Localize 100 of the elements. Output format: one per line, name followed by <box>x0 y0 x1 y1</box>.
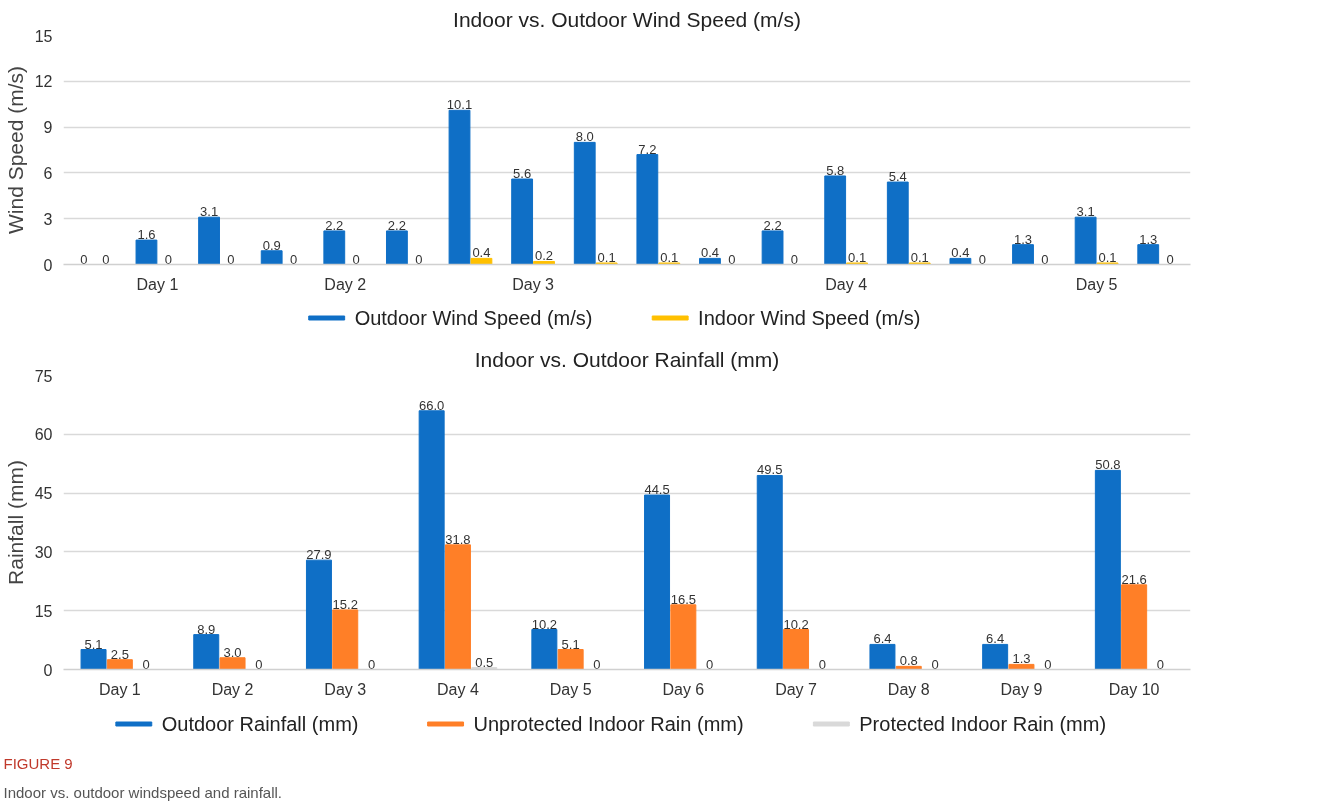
y-tick-label: 15 <box>34 602 53 620</box>
x-tick-label: Day 9 <box>1000 680 1043 698</box>
data-label: 6.4 <box>986 631 1005 647</box>
data-label: 8.0 <box>575 129 594 145</box>
data-label: 8.9 <box>197 621 216 637</box>
x-tick-label: Day 4 <box>825 275 868 293</box>
data-label: 5.8 <box>826 162 845 178</box>
data-label: 0 <box>289 251 298 267</box>
data-label: 31.8 <box>445 531 471 547</box>
legend-label: Indoor Wind Speed (m/s) <box>698 307 921 329</box>
data-label: 0 <box>728 251 736 267</box>
data-label: 0 <box>978 251 986 267</box>
x-tick-label: Day 5 <box>549 680 592 698</box>
data-label: 0 <box>102 251 110 267</box>
data-label: 0.1 <box>660 249 679 265</box>
data-label: 0 <box>255 656 263 672</box>
data-label: 0.4 <box>700 245 719 261</box>
x-tick-label: Day 1 <box>136 275 179 293</box>
data-label: 5.6 <box>513 166 532 182</box>
data-label: 2.2 <box>387 217 406 233</box>
data-label: 0.4 <box>951 245 970 261</box>
data-label: 0 <box>352 251 360 267</box>
x-tick-label: Day 1 <box>98 680 141 698</box>
y-axis-title: Rainfall (mm) <box>3 460 27 585</box>
data-label: 0 <box>164 251 172 267</box>
data-label: 0 <box>1041 251 1049 267</box>
data-label: 66.0 <box>419 397 445 413</box>
data-label: 2.2 <box>763 217 782 233</box>
data-label: 50.8 <box>1095 457 1121 473</box>
data-label: 0.4 <box>472 245 491 261</box>
legend-label: Outdoor Rainfall (mm) <box>161 713 359 735</box>
y-tick-label: 75 <box>34 367 53 385</box>
x-tick-label: Day 6 <box>662 680 705 698</box>
y-tick-label: 30 <box>34 543 53 561</box>
data-label: 0.1 <box>597 249 616 265</box>
x-tick-label: Day 5 <box>1075 275 1118 293</box>
data-label: 16.5 <box>670 591 697 607</box>
y-tick-label: 0 <box>43 256 53 274</box>
data-label: 10.2 <box>783 616 809 632</box>
data-label: 0 <box>80 251 88 267</box>
data-label: 0 <box>227 251 235 267</box>
data-label: 27.9 <box>306 547 332 563</box>
data-label: 0 <box>367 656 376 672</box>
x-tick-label: Day 10 <box>1108 680 1160 698</box>
data-label: 0 <box>1166 251 1174 267</box>
data-label: 0.2 <box>535 248 554 264</box>
data-label: 0.1 <box>848 249 867 265</box>
data-label: 0 <box>593 656 601 672</box>
data-label: 0 <box>1044 656 1052 672</box>
data-label: 0.5 <box>475 654 494 670</box>
data-label: 2.5 <box>110 646 129 662</box>
x-tick-label: Day 3 <box>324 680 367 698</box>
data-label: 3.0 <box>223 644 242 660</box>
y-tick-label: 60 <box>34 426 53 444</box>
data-label: 0 <box>931 656 939 672</box>
data-label: 10.2 <box>531 616 558 632</box>
data-label: 15.2 <box>332 596 358 612</box>
x-tick-label: Day 2 <box>211 680 254 698</box>
y-tick-label: 3 <box>43 210 53 228</box>
data-label: 1.3 <box>1012 651 1031 667</box>
data-label: 7.2 <box>638 141 657 157</box>
data-label: 0.8 <box>899 653 918 669</box>
data-label: 2.2 <box>325 217 344 233</box>
data-label: 10.1 <box>446 97 473 113</box>
y-tick-label: 9 <box>43 119 53 137</box>
data-label: 6.4 <box>873 631 892 647</box>
x-tick-label: Day 4 <box>437 680 479 698</box>
data-label: 5.1 <box>561 636 580 652</box>
y-axis-title: Wind Speed (m/s) <box>3 65 27 235</box>
data-label: 0 <box>818 656 826 672</box>
y-tick-label: 6 <box>43 164 53 182</box>
data-label: 5.4 <box>888 169 907 185</box>
data-label: 0 <box>790 251 799 267</box>
data-label: 1.3 <box>1013 231 1033 247</box>
x-tick-label: Day 3 <box>512 275 555 293</box>
chart-title: Indoor vs. Outdoor Rainfall (mm) <box>474 347 780 371</box>
data-label: 3.1 <box>1076 204 1095 220</box>
data-label: 0 <box>142 656 150 672</box>
y-tick-label: 12 <box>34 73 53 91</box>
x-tick-label: Day 2 <box>324 275 367 293</box>
y-tick-label: 15 <box>34 27 53 45</box>
data-label: 0 <box>706 656 714 672</box>
data-label: 1.3 <box>1139 231 1158 247</box>
text: Indoor vs. outdoor windspeed and rainfall. <box>3 783 283 801</box>
data-label: 3.1 <box>200 204 219 220</box>
data-label: 0 <box>415 251 423 267</box>
x-tick-label: Day 8 <box>887 680 930 698</box>
chart-title: Indoor vs. Outdoor Wind Speed (m/s) <box>453 7 801 31</box>
data-label: 44.5 <box>644 482 670 498</box>
data-label: 1.6 <box>137 227 156 243</box>
legend-label: Outdoor Wind Speed (m/s) <box>354 307 593 329</box>
legend-label: Protected Indoor Rain (mm) <box>859 713 1107 735</box>
legend-label: Unprotected Indoor Rain (mm) <box>473 713 744 735</box>
data-label: 0 <box>1156 656 1165 672</box>
y-tick-label: 45 <box>34 485 53 503</box>
data-label: 0.1 <box>1098 249 1117 265</box>
x-tick-label: Day 7 <box>775 680 818 698</box>
data-label: 0.1 <box>910 249 929 265</box>
data-label: 0.9 <box>262 237 281 253</box>
data-label: 21.6 <box>1121 571 1147 587</box>
